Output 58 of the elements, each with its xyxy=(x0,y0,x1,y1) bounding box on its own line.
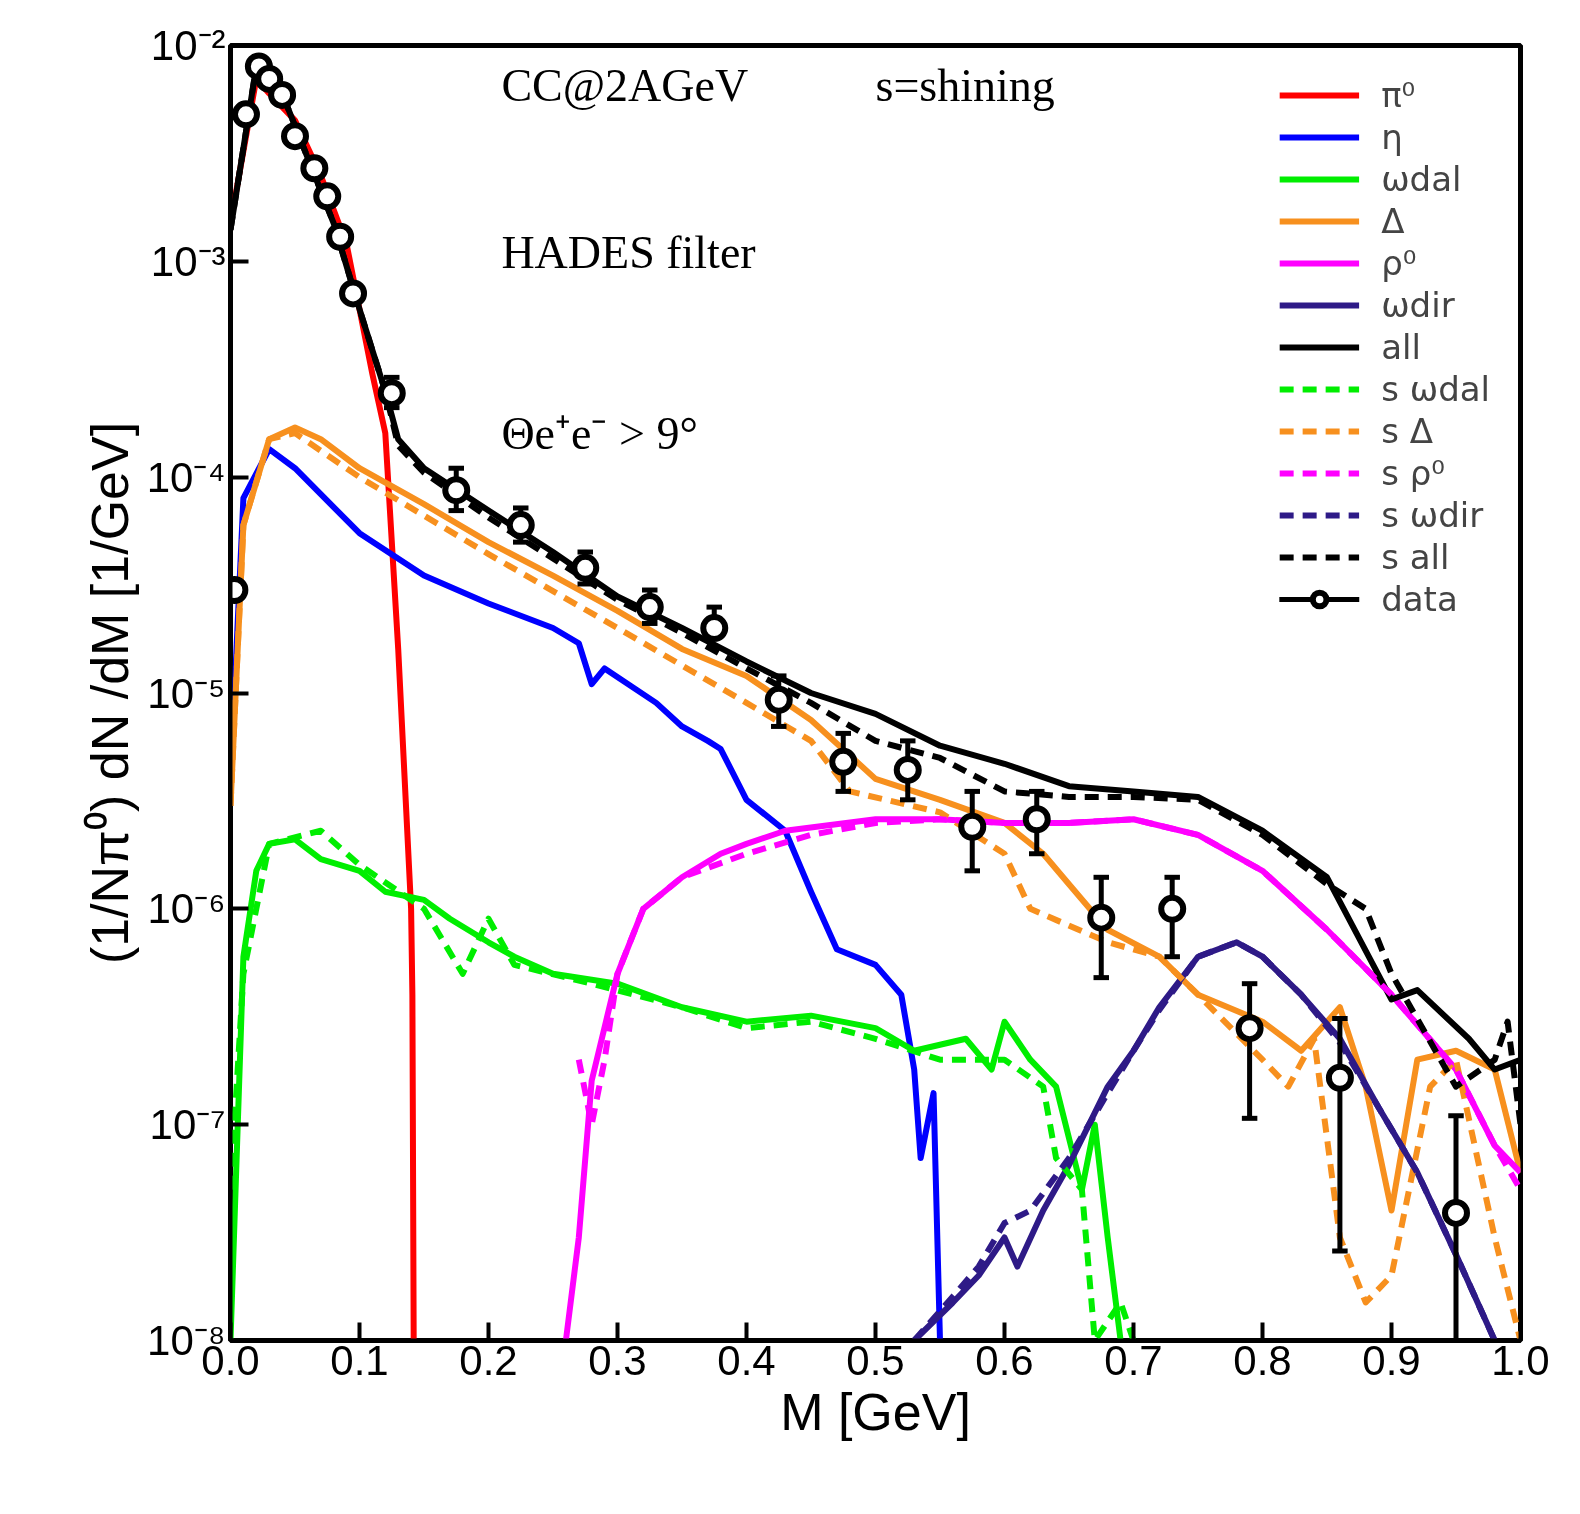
point xyxy=(893,755,922,784)
legend-label: s Δ xyxy=(1381,411,1433,451)
x-tick-label: 0.1 xyxy=(330,1336,389,1384)
point xyxy=(377,379,406,408)
legend-label: Δ xyxy=(1381,201,1405,241)
point xyxy=(571,553,600,582)
point xyxy=(1442,1198,1470,1227)
annotation: HADES filter xyxy=(501,226,756,278)
y-tick-label: 10⁻⁴ xyxy=(146,453,226,501)
point xyxy=(829,747,858,776)
point xyxy=(958,812,987,841)
legend-label: ρ⁰ xyxy=(1381,243,1417,283)
annotation: s=shining xyxy=(875,60,1055,112)
y-tick-label: 10⁻⁶ xyxy=(147,885,226,933)
point xyxy=(313,182,342,211)
point xyxy=(300,154,329,183)
x-tick-label: 0.9 xyxy=(1362,1336,1421,1384)
point xyxy=(339,279,368,308)
point xyxy=(1022,805,1051,834)
legend-label: data xyxy=(1381,579,1458,619)
legend-label: s all xyxy=(1381,537,1450,577)
point xyxy=(231,100,260,129)
x-tick-label: 0.4 xyxy=(717,1336,776,1384)
y-tick-label: 10⁻³ xyxy=(150,237,226,285)
point xyxy=(506,511,535,540)
point xyxy=(281,122,309,151)
legend-label: all xyxy=(1381,327,1421,367)
y-tick-label: 10⁻⁷ xyxy=(149,1101,226,1149)
annotation: CC@2AGeV xyxy=(501,60,749,112)
x-tick-label: 0.7 xyxy=(1104,1336,1163,1384)
point xyxy=(764,685,793,714)
x-tick-label: 0.5 xyxy=(846,1336,905,1384)
y-tick-label: 10⁻⁵ xyxy=(147,669,226,717)
legend-label: ωdal xyxy=(1381,159,1462,199)
x-tick-label: 0.8 xyxy=(1233,1336,1292,1384)
x-axis-title: M [GeV] xyxy=(780,1382,971,1441)
legend-label: s ωdir xyxy=(1381,495,1484,535)
x-tick-label: 0.6 xyxy=(975,1336,1034,1384)
point xyxy=(1325,1063,1354,1092)
legend-label: η xyxy=(1381,117,1403,157)
point xyxy=(1235,1014,1264,1043)
y-axis-title: (1/Nπ⁰) dN /dM [1/GeV] xyxy=(80,421,139,965)
point xyxy=(268,80,297,109)
point xyxy=(1087,903,1116,932)
point xyxy=(326,222,355,251)
annotation: Θe⁺e⁻ > 9° xyxy=(501,407,698,459)
legend-label: ωdir xyxy=(1381,285,1455,325)
x-tick-label: 1.0 xyxy=(1491,1336,1550,1384)
legend-label: s ρ⁰ xyxy=(1381,453,1445,493)
legend-label: π⁰ xyxy=(1381,75,1416,115)
point xyxy=(1158,894,1187,923)
x-tick-label: 0.3 xyxy=(588,1336,647,1384)
y-tick-label: 10⁻² xyxy=(150,22,226,69)
legend-label: s ωdal xyxy=(1381,369,1490,409)
point xyxy=(442,476,471,505)
point xyxy=(700,614,729,643)
point xyxy=(635,593,664,622)
x-tick-label: 0.2 xyxy=(459,1336,518,1384)
